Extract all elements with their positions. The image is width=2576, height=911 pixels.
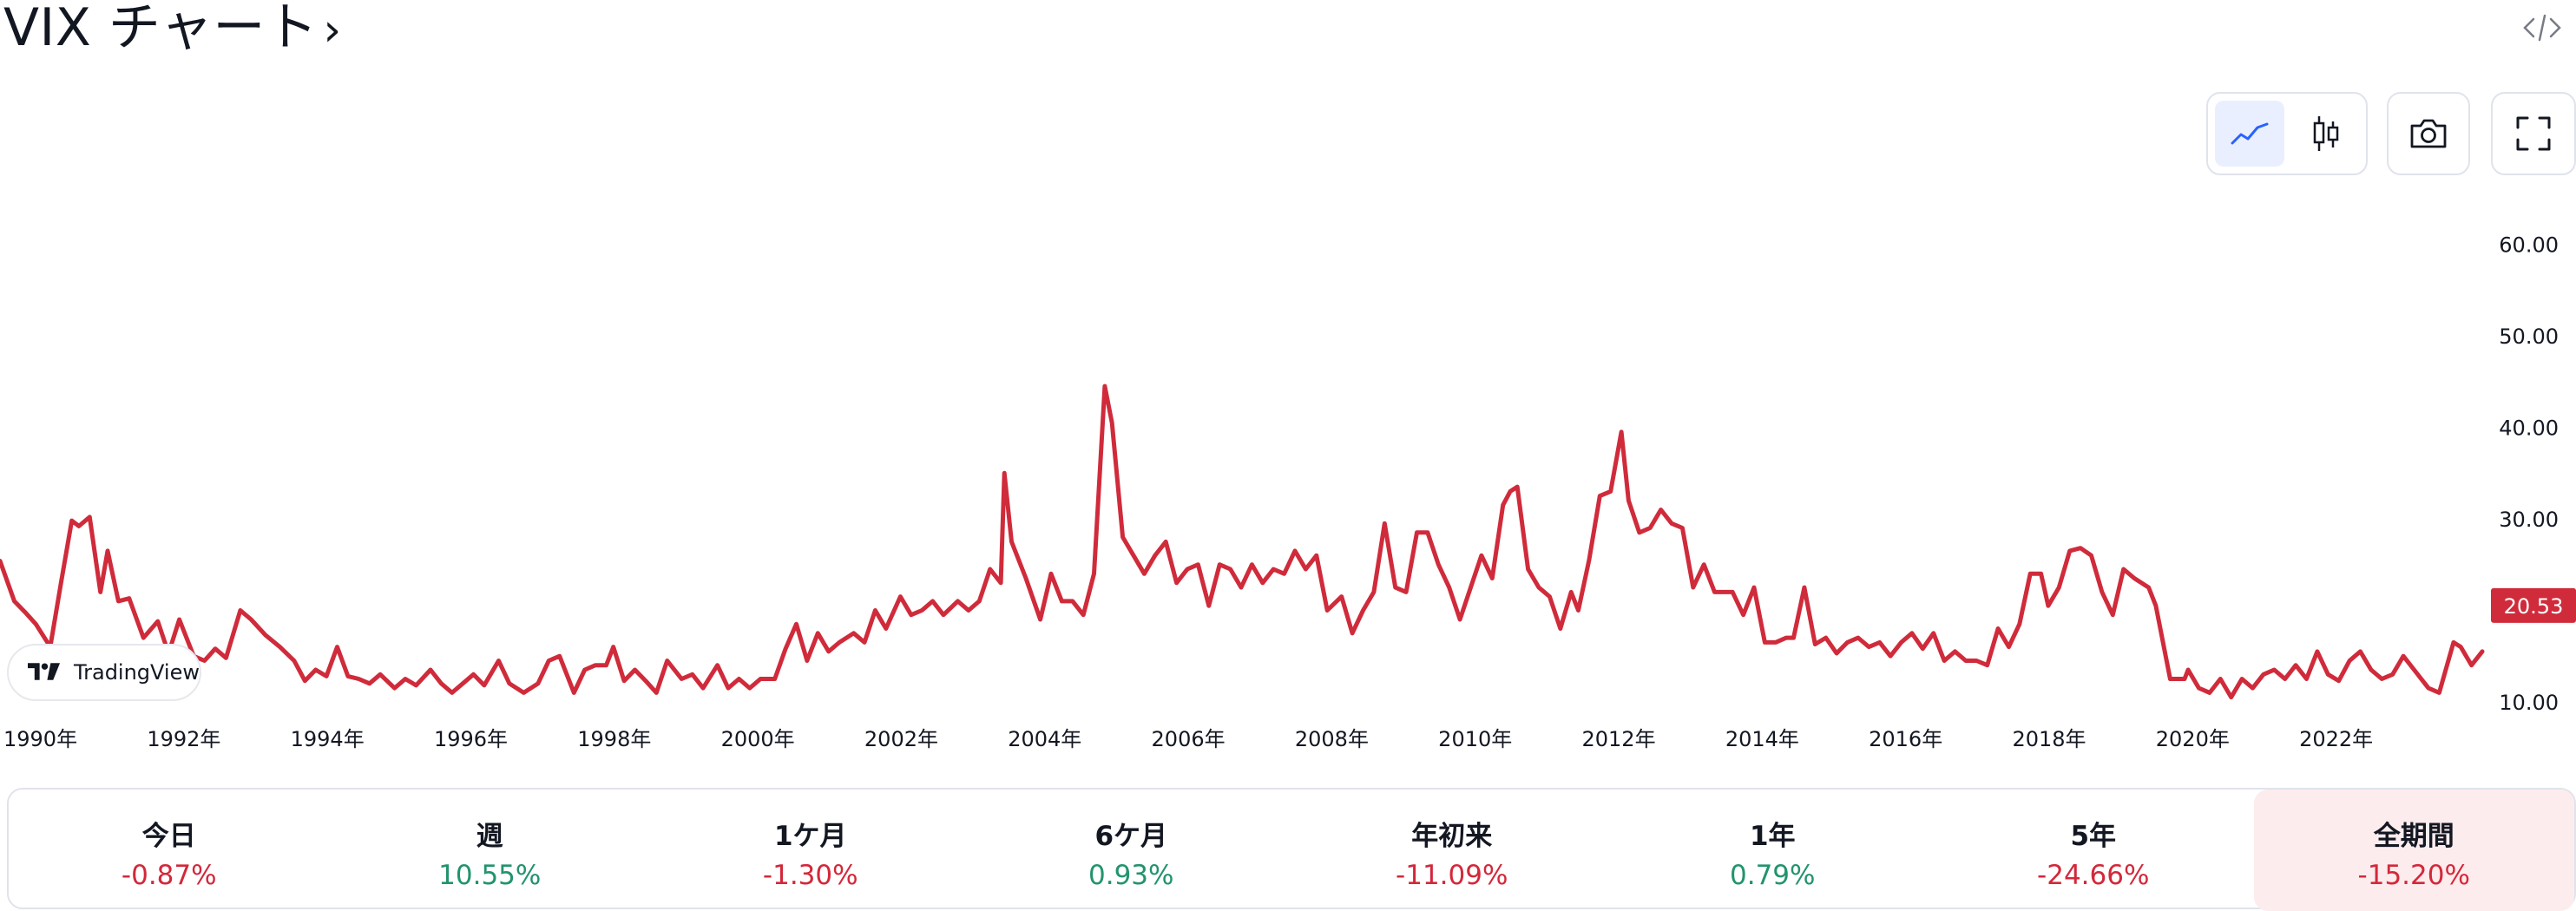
performance-period-0[interactable]: 今日 -0.87% bbox=[9, 790, 330, 911]
line-chart-button[interactable] bbox=[2215, 101, 2284, 167]
x-tick-label: 2014年 bbox=[1725, 727, 1799, 751]
last-value-badge bbox=[2491, 587, 2576, 623]
period-change-value: 10.55% bbox=[438, 860, 542, 891]
y-tick-label: 30.00 bbox=[2499, 508, 2559, 532]
x-tick-label: 1998年 bbox=[577, 727, 651, 751]
performance-period-1[interactable]: 週 10.55% bbox=[330, 790, 651, 911]
performance-bar: 今日 -0.87% 週 10.55% 1ケ月 -1.30% 6ケ月 0.93% 年初来 -11.0… bbox=[7, 788, 2576, 911]
x-tick-label: 1996年 bbox=[434, 727, 508, 751]
tradingview-label: TradingView bbox=[73, 660, 200, 685]
x-tick-label: 1992年 bbox=[147, 727, 220, 751]
x-tick-label: 2010年 bbox=[1438, 727, 1512, 751]
period-change-value: -0.87% bbox=[121, 860, 217, 891]
series-layer bbox=[0, 383, 2485, 700]
line-chart-icon bbox=[2231, 122, 2269, 145]
x-tick-label: 2008年 bbox=[1295, 727, 1369, 751]
chart-style-toggle bbox=[2206, 92, 2368, 175]
period-label: 6ケ月 bbox=[1094, 821, 1168, 852]
fullscreen-button[interactable] bbox=[2499, 101, 2568, 167]
performance-period-7[interactable]: 全期間 -15.20% bbox=[2253, 790, 2574, 911]
last-value-label: 20.53 bbox=[2504, 594, 2564, 619]
x-tick-label: 2002年 bbox=[864, 727, 938, 751]
camera-icon bbox=[2410, 119, 2447, 148]
x-tick-label: 2016年 bbox=[1869, 727, 1942, 751]
x-tick-label: 1994年 bbox=[291, 727, 365, 751]
period-change-value: -24.66% bbox=[2037, 860, 2150, 891]
period-change-value: -15.20% bbox=[2357, 860, 2470, 891]
x-tick-label: 1990年 bbox=[3, 727, 77, 751]
y-tick-label: 40.00 bbox=[2499, 416, 2559, 441]
fullscreen-icon bbox=[2516, 116, 2551, 151]
fullscreen-group bbox=[2491, 92, 2576, 175]
x-tick-label: 2012年 bbox=[1581, 727, 1655, 751]
period-change-value: 0.79% bbox=[1730, 860, 1816, 891]
period-label: 年初来 bbox=[1411, 821, 1493, 852]
title-text: VIX チャート bbox=[3, 0, 319, 58]
last-value-marker: 20.53 bbox=[2491, 587, 2576, 623]
period-label: 5年 bbox=[2070, 821, 2117, 852]
chevron-right-icon: › bbox=[323, 4, 342, 56]
performance-period-2[interactable]: 1ケ月 -1.30% bbox=[650, 790, 971, 911]
x-tick-label: 2006年 bbox=[1152, 727, 1226, 751]
y-tick-label: 50.00 bbox=[2499, 324, 2559, 349]
period-label: 週 bbox=[476, 821, 503, 852]
candlestick-button[interactable] bbox=[2291, 101, 2361, 167]
y-tick-label: 60.00 bbox=[2499, 233, 2559, 258]
period-label: 全期間 bbox=[2373, 821, 2454, 852]
period-label: 今日 bbox=[141, 821, 196, 852]
period-label: 1年 bbox=[1749, 821, 1796, 852]
x-tick-label: 2022年 bbox=[2299, 727, 2373, 751]
y-tick-label: 10.00 bbox=[2499, 691, 2559, 715]
snapshot-group bbox=[2387, 92, 2470, 175]
snapshot-button[interactable] bbox=[2394, 101, 2463, 167]
vix-series-line bbox=[0, 383, 2485, 700]
period-label: 1ケ月 bbox=[773, 821, 847, 852]
performance-period-4[interactable]: 年初来 -11.09% bbox=[1291, 790, 1613, 911]
period-change-value: 0.93% bbox=[1088, 860, 1174, 891]
tradingview-logo-icon bbox=[28, 663, 61, 680]
code-embed-icon[interactable] bbox=[2521, 7, 2563, 49]
x-tick-label: 2018年 bbox=[2012, 727, 2086, 751]
performance-period-3[interactable]: 6ケ月 0.93% bbox=[971, 790, 1292, 911]
x-tick-label: 2000年 bbox=[721, 727, 795, 751]
performance-period-6[interactable]: 5年 -24.66% bbox=[1933, 790, 2254, 911]
x-tick-label: 2020年 bbox=[2156, 727, 2230, 751]
x-axis: 1990年 1992年 1994年 1996年 1998年 2000年 2002年 2004年… bbox=[3, 727, 2373, 751]
period-change-value: -1.30% bbox=[762, 860, 858, 891]
candlestick-icon bbox=[2313, 116, 2339, 151]
performance-period-5[interactable]: 1年 0.79% bbox=[1613, 790, 1934, 911]
period-change-value: -11.09% bbox=[1396, 860, 1508, 891]
page-title[interactable]: VIX チャート › bbox=[3, 0, 342, 58]
x-tick-label: 2004年 bbox=[1008, 727, 1081, 751]
tradingview-badge[interactable]: TradingView bbox=[7, 644, 201, 701]
